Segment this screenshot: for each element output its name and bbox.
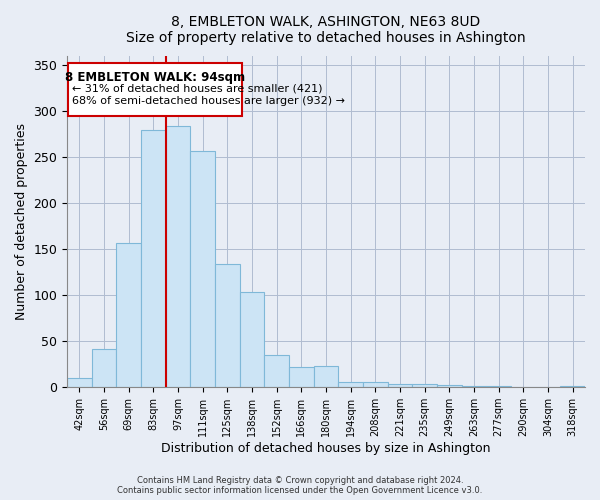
Bar <box>462 386 487 387</box>
Bar <box>68 64 242 116</box>
Bar <box>190 151 215 387</box>
Bar <box>240 292 265 387</box>
Bar <box>363 382 388 387</box>
Bar <box>215 264 240 387</box>
Bar <box>92 348 116 387</box>
Bar <box>289 367 314 387</box>
Bar <box>338 382 363 387</box>
Text: 8 EMBLETON WALK: 94sqm: 8 EMBLETON WALK: 94sqm <box>65 71 245 84</box>
Bar <box>314 366 338 387</box>
Bar <box>116 243 141 387</box>
Bar <box>487 386 511 387</box>
Bar <box>265 355 289 387</box>
Y-axis label: Number of detached properties: Number of detached properties <box>15 123 28 320</box>
Bar <box>166 126 190 387</box>
Bar <box>412 384 437 387</box>
Bar <box>388 384 412 387</box>
Text: 68% of semi-detached houses are larger (932) →: 68% of semi-detached houses are larger (… <box>72 96 345 106</box>
Title: 8, EMBLETON WALK, ASHINGTON, NE63 8UD
Size of property relative to detached hous: 8, EMBLETON WALK, ASHINGTON, NE63 8UD Si… <box>126 15 526 45</box>
Bar <box>67 378 92 387</box>
Bar <box>437 386 462 387</box>
Bar <box>141 130 166 387</box>
Bar <box>560 386 585 387</box>
Text: Contains HM Land Registry data © Crown copyright and database right 2024.
Contai: Contains HM Land Registry data © Crown c… <box>118 476 482 495</box>
Text: ← 31% of detached houses are smaller (421): ← 31% of detached houses are smaller (42… <box>72 84 323 94</box>
X-axis label: Distribution of detached houses by size in Ashington: Distribution of detached houses by size … <box>161 442 491 455</box>
